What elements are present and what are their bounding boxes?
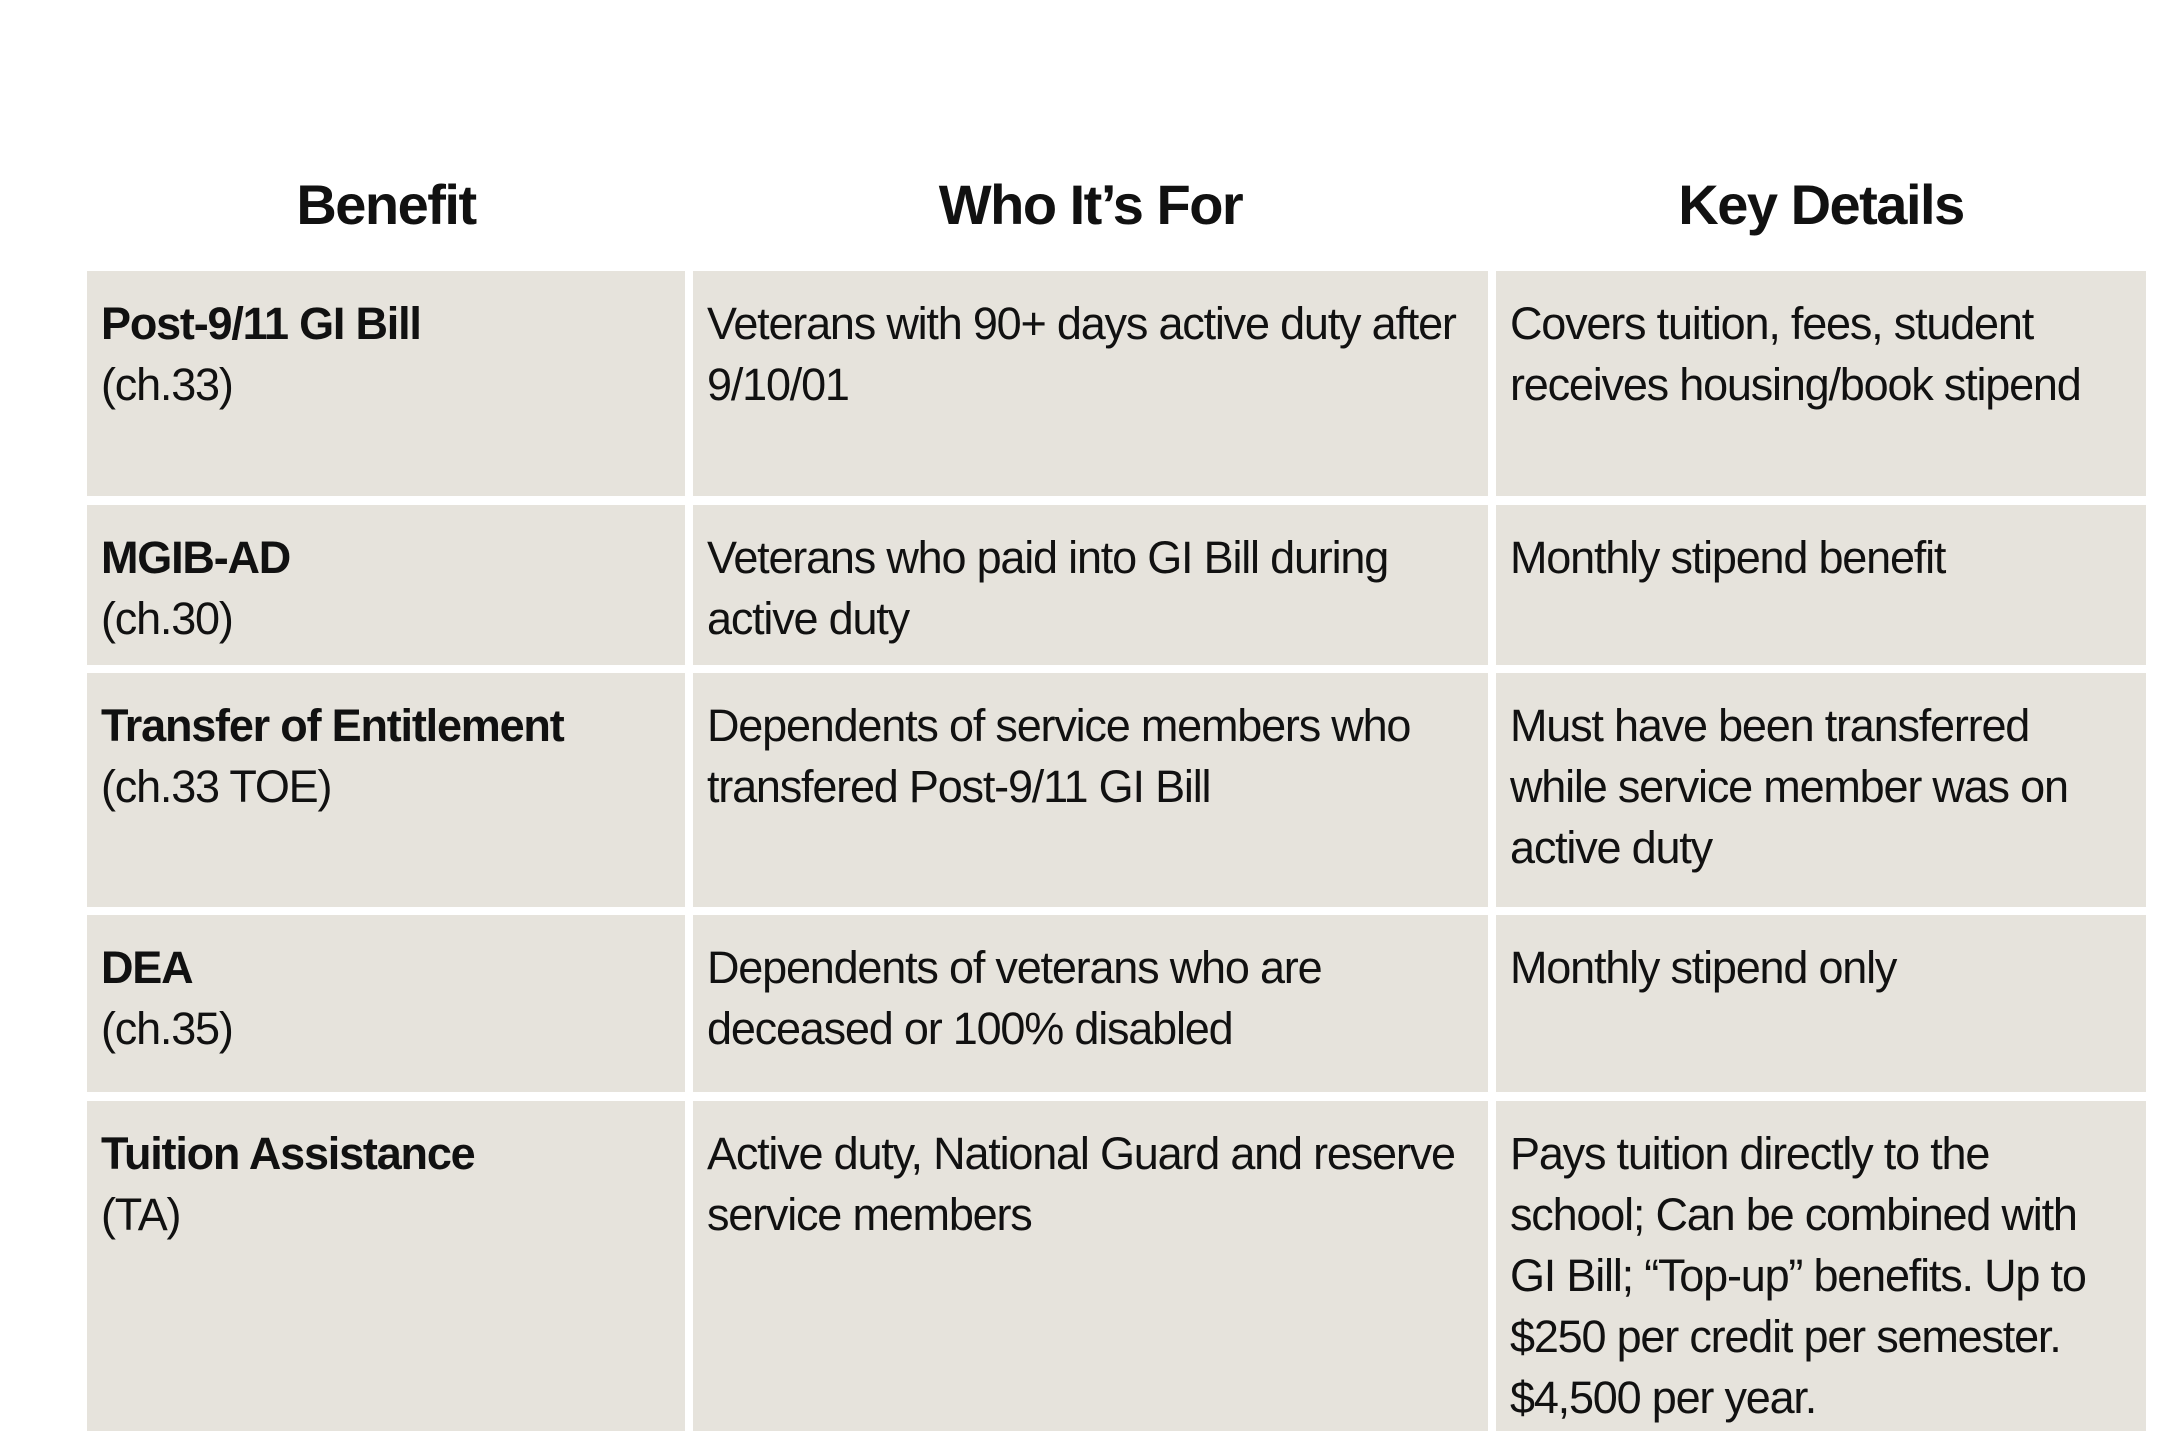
benefit-chapter: (ch.35)	[101, 1003, 234, 1054]
benefit-cell: Tuition Assistance (TA)	[87, 1101, 685, 1431]
benefit-chapter: (TA)	[101, 1189, 182, 1240]
header-key-details: Key Details	[1678, 173, 1965, 236]
who-cell: Active duty, National Guard and reserve …	[693, 1101, 1488, 1431]
who-cell: Veterans with 90+ days active duty after…	[693, 271, 1488, 496]
header-who-its-for: Who It’s For	[938, 173, 1244, 236]
who-cell: Dependents of service members who transf…	[693, 673, 1488, 907]
details-cell: Covers tuition, fees, student receives h…	[1496, 271, 2146, 496]
who-cell: Veterans who paid into GI Bill during ac…	[693, 505, 1488, 665]
benefit-name: DEA	[101, 942, 194, 993]
details-cell: Monthly stipend benefit	[1496, 505, 2146, 665]
benefit-cell: Post-9/11 GI Bill (ch.33)	[87, 271, 685, 496]
benefit-name: Transfer of Entitlement	[101, 700, 565, 751]
benefit-chapter: (ch.33 TOE)	[101, 761, 332, 812]
benefit-cell: MGIB-AD (ch.30)	[87, 505, 685, 665]
benefit-name: Tuition Assistance	[101, 1128, 476, 1179]
benefit-chapter: (ch.33)	[101, 359, 234, 410]
who-cell: Dependents of veterans who are deceased …	[693, 915, 1488, 1092]
benefit-name: MGIB-AD	[101, 532, 291, 583]
benefit-chapter: (ch.30)	[101, 593, 234, 644]
details-cell: Monthly stipend only	[1496, 915, 2146, 1092]
details-cell: Must have been transferred while service…	[1496, 673, 2146, 907]
benefit-cell: Transfer of Entitlement (ch.33 TOE)	[87, 673, 685, 907]
benefit-name: Post-9/11 GI Bill	[101, 298, 422, 349]
header-benefit: Benefit	[296, 173, 477, 236]
benefit-cell: DEA (ch.35)	[87, 915, 685, 1092]
details-cell: Pays tuition directly to the school; Can…	[1496, 1101, 2146, 1431]
